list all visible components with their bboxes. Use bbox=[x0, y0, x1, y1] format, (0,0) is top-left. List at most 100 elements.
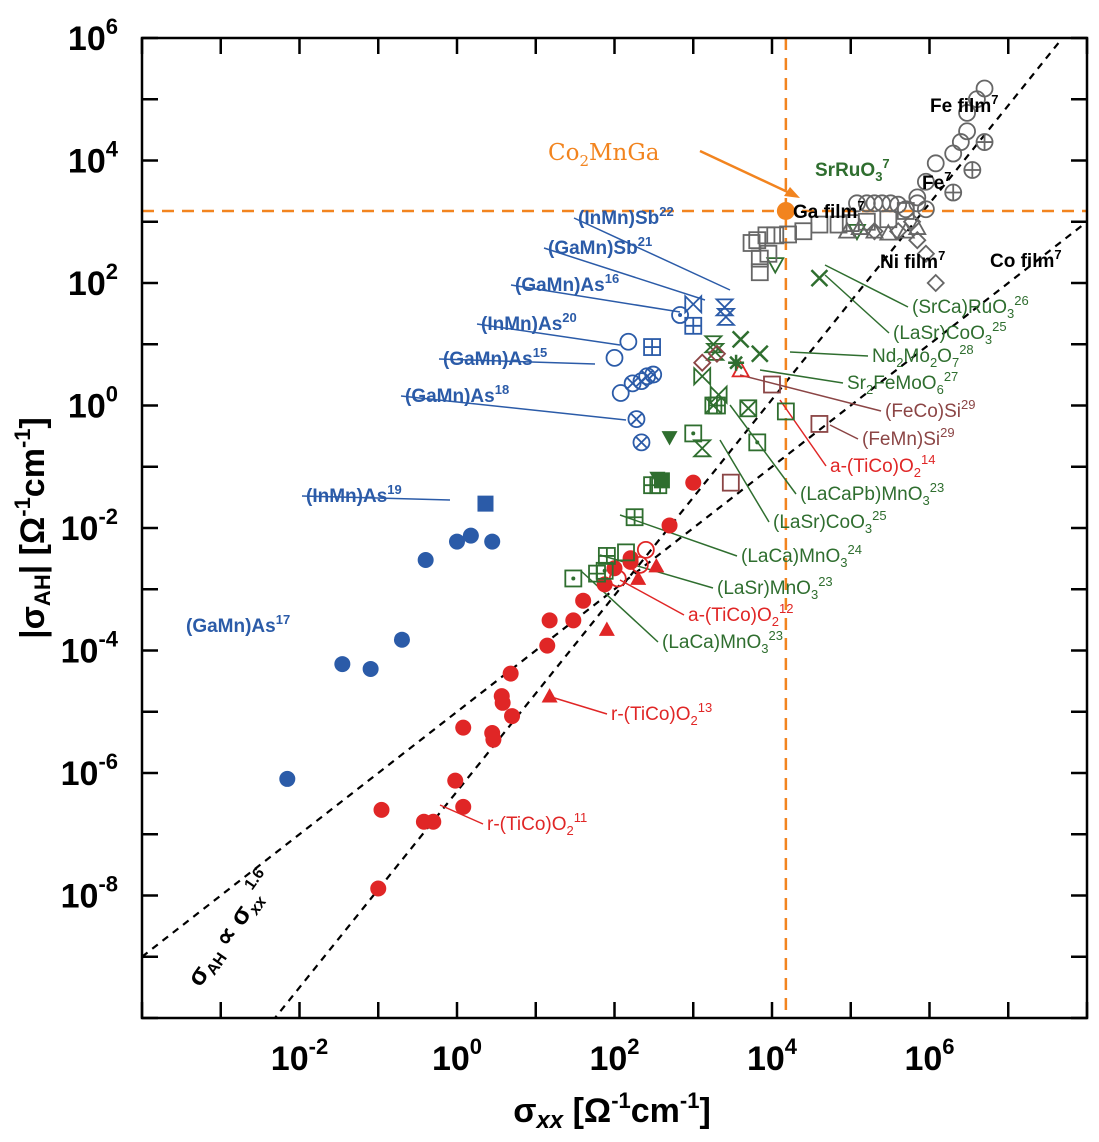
label-gamnas17: (GaMn)As17 bbox=[186, 612, 290, 637]
data-point bbox=[539, 637, 556, 654]
data-point bbox=[630, 570, 647, 585]
data-point bbox=[370, 880, 387, 897]
label-fe-film: Fe film7 bbox=[930, 92, 998, 117]
data-point bbox=[575, 592, 592, 609]
data-point bbox=[759, 244, 778, 263]
data-point bbox=[975, 79, 994, 98]
data-point bbox=[447, 772, 464, 789]
label-srruo3: SrRuO37 bbox=[815, 156, 890, 184]
label-lacamno3-23: (LaCa)MnO323 bbox=[662, 628, 783, 656]
data-point bbox=[619, 332, 638, 351]
data-point bbox=[627, 410, 646, 428]
data-point bbox=[707, 344, 727, 364]
x-tick-label: 100 bbox=[432, 1034, 482, 1078]
label-sr2femoo6: Sr2FeMoO627 bbox=[847, 369, 958, 397]
co2mnga-label: Co2MnGa bbox=[548, 140, 660, 170]
label-rticoo2-13: r-(TiCo)O213 bbox=[611, 700, 712, 728]
data-point bbox=[617, 543, 635, 562]
data-point bbox=[504, 708, 521, 725]
data-point bbox=[625, 508, 644, 527]
data-point bbox=[963, 161, 982, 179]
label-lasrmno3-23: (LaSr)MnO323 bbox=[717, 574, 833, 602]
label-inmnas19: (InMn)As19 bbox=[306, 482, 402, 507]
label-aticoo2-14: a-(TiCo)O214 bbox=[830, 452, 935, 480]
data-point bbox=[837, 221, 857, 239]
data-point bbox=[916, 200, 935, 219]
data-point bbox=[648, 557, 665, 573]
data-point bbox=[485, 731, 502, 748]
data-point bbox=[393, 631, 410, 648]
data-point bbox=[714, 298, 735, 317]
label-ni-film: Ni film7 bbox=[880, 248, 945, 273]
leader-aticoo2-14 bbox=[779, 399, 827, 467]
axis-ticks: 10-2 100 102 104 106 106 104 102 100 10-2 10-4 10-6… bbox=[61, 14, 1089, 1078]
reference-line-power-1.6 bbox=[273, 38, 1064, 1018]
data-point bbox=[636, 540, 655, 559]
data-point bbox=[721, 473, 740, 492]
data-point bbox=[881, 194, 900, 213]
data-point bbox=[728, 354, 745, 371]
data-point bbox=[944, 183, 963, 202]
leader-srcaruo3 bbox=[824, 264, 909, 308]
data-point bbox=[916, 244, 936, 264]
data-point bbox=[661, 517, 678, 534]
annotation-labels: Co2MnGa Fe film7 SrRuO37 Fe7 Ga film7 Ni film… bbox=[186, 92, 1062, 838]
y-tick-label: 106 bbox=[68, 14, 118, 58]
data-point bbox=[564, 569, 583, 588]
data-point bbox=[908, 188, 927, 207]
label-lacapbmno3: (LaCaPb)MnO323 bbox=[800, 480, 944, 508]
data-point bbox=[958, 103, 976, 122]
data-point bbox=[865, 221, 884, 241]
label-gamnas16: (GaMn)As16 bbox=[515, 271, 619, 296]
data-point bbox=[279, 770, 296, 787]
reference-lines bbox=[142, 38, 1087, 1018]
data-point bbox=[763, 375, 781, 394]
x-axis-title: σxx [Ω-1cm-1] bbox=[513, 1088, 711, 1134]
data-point bbox=[373, 801, 390, 818]
data-point bbox=[750, 263, 769, 282]
leader-inmnas20 bbox=[476, 323, 621, 346]
data-point bbox=[685, 474, 702, 491]
data-point bbox=[362, 660, 379, 677]
label-fe: Fe7 bbox=[922, 169, 951, 194]
data-point bbox=[455, 798, 472, 815]
label-inmnas20: (InMn)As20 bbox=[481, 310, 577, 335]
data-point bbox=[588, 564, 606, 583]
data-point bbox=[455, 719, 472, 736]
data-points bbox=[279, 79, 994, 897]
co2mnga-guide-lines bbox=[142, 38, 1087, 1018]
leader-lasrcoo3-25a bbox=[824, 274, 890, 334]
x-tick-label: 104 bbox=[747, 1034, 798, 1078]
data-point bbox=[958, 122, 976, 141]
data-point bbox=[731, 330, 750, 349]
label-rticoo2-11: r-(TiCo)O211 bbox=[487, 810, 587, 838]
data-point bbox=[810, 415, 829, 433]
leader-femnsi bbox=[829, 424, 859, 440]
co2mnga-leader bbox=[699, 149, 795, 197]
data-point bbox=[878, 223, 898, 241]
label-lacamno3-24: (LaCa)MnO324 bbox=[741, 542, 862, 570]
data-point bbox=[693, 366, 712, 387]
reference-line-linear bbox=[142, 220, 1087, 958]
data-point bbox=[776, 402, 795, 421]
data-point bbox=[334, 656, 351, 673]
data-point bbox=[748, 433, 767, 452]
label-gamnsb: (GaMn)Sb21 bbox=[548, 234, 652, 259]
data-point bbox=[692, 439, 713, 458]
data-point bbox=[896, 200, 915, 219]
leader-lacamno3-24 bbox=[619, 514, 738, 557]
leader-inmnas19 bbox=[301, 495, 451, 501]
leader-gamnas18 bbox=[400, 395, 627, 421]
data-point bbox=[766, 226, 785, 245]
data-point bbox=[417, 552, 434, 569]
data-point bbox=[684, 424, 703, 443]
label-lasrcoo3-25b: (LaSr)CoO325 bbox=[773, 508, 887, 536]
leader-sr2femoo6 bbox=[759, 369, 844, 384]
y-tick-label: 100 bbox=[68, 382, 118, 426]
leader-nd2mo2o7 bbox=[789, 351, 869, 357]
y-tick-label: 10-8 bbox=[61, 872, 118, 916]
data-point bbox=[810, 215, 829, 234]
data-point bbox=[739, 399, 758, 418]
label-fecosi: (FeCo)Si29 bbox=[885, 397, 975, 422]
